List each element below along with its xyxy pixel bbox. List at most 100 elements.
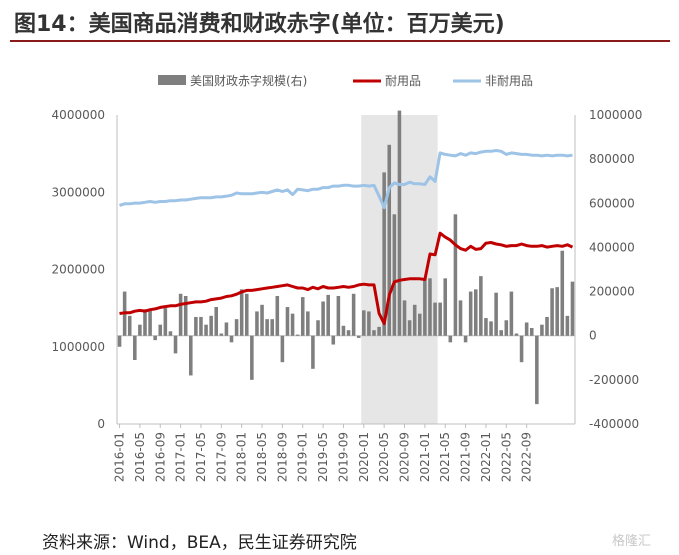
deficit-bar bbox=[529, 327, 534, 336]
x-tick-label: 2019-01 bbox=[296, 432, 310, 482]
x-tick-label: 2021-05 bbox=[438, 432, 452, 482]
legend-label-durable: 耐用品 bbox=[385, 74, 421, 88]
deficit-bar bbox=[535, 335, 539, 405]
deficit-bar bbox=[555, 287, 559, 336]
deficit-bar bbox=[428, 278, 432, 336]
legend-label-nondurable: 非耐用品 bbox=[485, 74, 533, 88]
x-tick-label: 2022-05 bbox=[499, 432, 513, 482]
deficit-bar bbox=[362, 310, 366, 336]
deficit-bar bbox=[494, 292, 498, 336]
deficit-bar bbox=[387, 144, 392, 336]
deficit-bar bbox=[489, 321, 493, 336]
deficit-bar bbox=[265, 319, 269, 336]
deficit-bar bbox=[402, 300, 407, 336]
deficit-bar bbox=[311, 335, 315, 369]
x-tick-label: 2020-05 bbox=[377, 432, 391, 482]
deficit-bar bbox=[438, 302, 442, 336]
deficit-bar bbox=[412, 304, 417, 336]
deficit-bar bbox=[275, 295, 280, 336]
deficit-bar bbox=[280, 335, 285, 363]
chart-title: 图14：美国商品消费和财政赤字(单位：百万美元) bbox=[14, 12, 505, 37]
deficit-bar bbox=[214, 307, 219, 336]
deficit-bar bbox=[341, 325, 346, 336]
deficit-bar bbox=[524, 322, 529, 336]
x-tick-label: 2018-09 bbox=[275, 432, 289, 482]
deficit-bar bbox=[163, 308, 168, 336]
deficit-bar bbox=[117, 335, 122, 347]
right-tick-label: 1000000 bbox=[589, 108, 642, 122]
deficit-bar bbox=[255, 311, 259, 336]
x-tick-label: 2017-05 bbox=[194, 432, 208, 482]
left-tick-label: 3000000 bbox=[52, 185, 105, 199]
x-tick-label: 2021-09 bbox=[459, 432, 473, 482]
deficit-bar bbox=[346, 330, 351, 336]
deficit-bar bbox=[316, 320, 320, 336]
x-tick-label: 2022-01 bbox=[479, 432, 493, 482]
x-tick-label: 2018-05 bbox=[255, 432, 269, 482]
deficit-bar bbox=[295, 334, 300, 336]
deficit-bar bbox=[168, 331, 173, 336]
deficit-bar bbox=[219, 333, 224, 336]
deficit-bar bbox=[143, 309, 147, 336]
x-tick-label: 2018-01 bbox=[235, 432, 249, 482]
axes: 01000000200000030000004000000-400000-200… bbox=[52, 108, 643, 482]
deficit-bar bbox=[285, 307, 290, 336]
deficit-bar bbox=[372, 330, 376, 336]
deficit-bar bbox=[468, 291, 473, 336]
deficit-bar bbox=[351, 293, 356, 336]
x-tick-label: 2020-09 bbox=[398, 432, 412, 482]
deficit-bar bbox=[260, 304, 264, 336]
deficit-bar bbox=[148, 309, 152, 336]
deficit-bar bbox=[306, 311, 310, 336]
title-underline bbox=[10, 40, 670, 42]
deficit-bar bbox=[514, 333, 519, 336]
x-tick-label: 2019-05 bbox=[316, 432, 330, 482]
deficit-bar bbox=[397, 110, 402, 336]
right-tick-label: 800000 bbox=[589, 152, 635, 166]
deficit-bar bbox=[326, 294, 330, 336]
legend-label-deficit: 美国财政赤字规模(右) bbox=[190, 73, 307, 88]
deficit-bar bbox=[189, 335, 193, 376]
right-tick-label: 200000 bbox=[589, 285, 635, 299]
left-tick-label: 4000000 bbox=[52, 108, 105, 122]
deficit-bar bbox=[127, 315, 132, 336]
deficit-bar bbox=[270, 319, 274, 336]
deficit-bar bbox=[239, 289, 244, 336]
right-tick-label: 400000 bbox=[589, 240, 635, 254]
left-tick-label: 0 bbox=[97, 417, 105, 431]
legend-swatch-bar bbox=[158, 75, 186, 85]
deficit-bar bbox=[407, 320, 412, 336]
deficit-bar bbox=[377, 326, 381, 336]
x-tick-label: 2019-09 bbox=[336, 432, 350, 482]
deficit-bar bbox=[570, 281, 575, 336]
x-tick-label: 2017-09 bbox=[214, 432, 228, 482]
deficit-bar bbox=[178, 293, 183, 336]
deficit-bar bbox=[479, 276, 483, 336]
deficit-bar bbox=[473, 289, 478, 336]
deficit-bar bbox=[504, 320, 509, 336]
deficit-bar bbox=[519, 335, 524, 363]
deficit-bar bbox=[336, 295, 341, 336]
deficit-bar bbox=[418, 313, 422, 336]
chart: 01000000200000030000004000000-400000-200… bbox=[52, 73, 643, 482]
left-tick-label: 1000000 bbox=[52, 340, 105, 354]
line-series bbox=[119, 149, 574, 326]
deficit-bar bbox=[153, 335, 157, 341]
x-tick-label: 2016-09 bbox=[153, 432, 167, 482]
source-note: 资料来源：Wind，BEA，民生证券研究院 bbox=[42, 533, 357, 553]
deficit-bar bbox=[443, 278, 448, 336]
deficit-bar bbox=[484, 318, 488, 336]
x-tick-label: 2016-01 bbox=[113, 432, 127, 482]
deficit-bar bbox=[499, 330, 503, 336]
deficit-bar bbox=[224, 322, 229, 336]
deficit-bar bbox=[331, 335, 336, 345]
x-tick-label: 2021-01 bbox=[418, 432, 432, 482]
deficit-bar bbox=[229, 335, 234, 343]
left-tick-label: 2000000 bbox=[52, 263, 105, 277]
title-bar: 图14：美国商品消费和财政赤字(单位：百万美元) bbox=[0, 0, 679, 44]
deficit-bar bbox=[133, 335, 137, 360]
deficit-bar bbox=[545, 316, 549, 336]
deficit-bar bbox=[199, 316, 203, 336]
deficit-bar bbox=[433, 302, 437, 336]
deficit-bar bbox=[509, 291, 514, 336]
